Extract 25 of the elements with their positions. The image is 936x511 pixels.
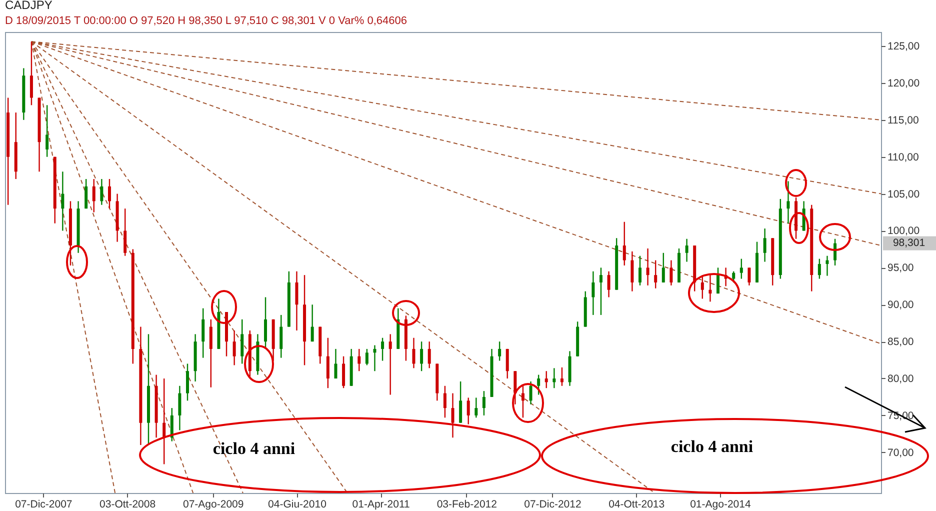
x-tick-label: 03-Feb-2012 xyxy=(436,498,498,510)
y-tick-label: 120,00 xyxy=(888,77,920,90)
annotation: ciclo 4 anni xyxy=(670,436,754,456)
y-tick-label: 100,00 xyxy=(888,225,920,238)
y-tick-label: 110,00 xyxy=(888,151,919,164)
y-tick-label: 115,00 xyxy=(888,114,919,126)
x-tick-label: 07-Dic-2012 xyxy=(524,498,582,510)
annotation: ciclo 4 anni xyxy=(212,438,296,458)
y-tick-label: 95,00 xyxy=(888,262,914,274)
y-tick-label: 90,00 xyxy=(888,299,914,312)
x-tick-label: 07-Dic-2007 xyxy=(15,498,72,510)
chart-subtitle: D 18/09/2015 T 00:00:00 O 97,520 H 98,350 L 97,510 C 98,301 V 0 Var% 0,64606 xyxy=(5,15,408,27)
y-tick-label: 70,00 xyxy=(888,446,914,459)
chart-title: CADJPY xyxy=(5,0,52,12)
x-tick-label: 03-Ott-2008 xyxy=(100,498,156,510)
y-tick-label: 80,00 xyxy=(888,372,914,385)
text: 98,301 xyxy=(892,237,926,250)
x-tick-label: 07-Ago-2009 xyxy=(182,498,244,510)
y-tick-label: 105,00 xyxy=(888,188,920,200)
y-tick-label: 85,00 xyxy=(888,336,914,348)
x-tick-label: 04-Giu-2010 xyxy=(268,498,327,510)
y-tick-label: 125,00 xyxy=(888,40,920,53)
x-tick-label: 01-Apr-2011 xyxy=(352,498,410,510)
x-tick-label: 04-Ott-2013 xyxy=(608,498,665,510)
x-tick-label: 01-Ago-2014 xyxy=(690,498,751,510)
